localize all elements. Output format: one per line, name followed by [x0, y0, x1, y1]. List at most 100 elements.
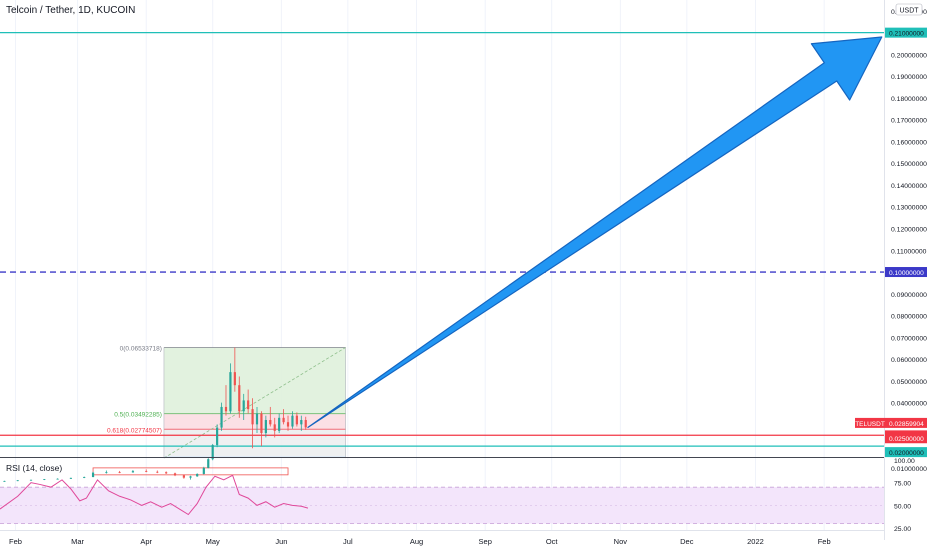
fib-zone-1 [163, 413, 346, 430]
candle-body [83, 477, 86, 478]
forecast-arrow-shape[interactable] [307, 36, 883, 429]
price-tag-bg [885, 27, 927, 38]
fib-level-label: 0.618(0.02774507) [107, 427, 162, 434]
candle-body [291, 415, 294, 427]
candle-body [202, 467, 205, 474]
time-tick-label: Nov [614, 537, 628, 546]
price-tick-label: 0.17000000 [891, 118, 927, 125]
candle-body [278, 417, 281, 431]
axes: 0.220000000.200000000.190000000.18000000… [0, 0, 927, 546]
range-box [92, 467, 289, 476]
candle-body [233, 372, 236, 386]
price-tick-label: 0.01000000 [891, 466, 927, 473]
unit-badge[interactable] [895, 3, 923, 16]
time-tick-label: Feb [818, 537, 831, 546]
grid [15, 0, 825, 530]
candle-body [264, 420, 267, 434]
price-tick-label: 0.16000000 [891, 139, 927, 146]
price-tag-label: 0.02859904 [889, 421, 924, 428]
candle-body [156, 471, 159, 473]
price-tick-label: 0.04000000 [891, 401, 927, 408]
time-tick-label: Dec [680, 537, 694, 546]
price-tick-label: 0.12000000 [891, 227, 927, 234]
candle-body [196, 473, 199, 477]
candle-body [3, 480, 6, 482]
rsi-line [0, 474, 309, 516]
fib-zone-0 [163, 347, 346, 414]
price-tag-label: 0.21000000 [889, 31, 924, 38]
fib-trend-line [163, 347, 346, 459]
price-tick-label: 0.11000000 [891, 248, 927, 255]
candle-body [189, 476, 192, 478]
candle-body [91, 472, 95, 478]
price-labels: 0.210000000.10000000TELUSDT0.0285990406:… [855, 27, 927, 458]
time-tick-label: Mar [71, 537, 84, 546]
forecast-arrow[interactable] [307, 36, 883, 429]
rsi-tick-label: 100.00 [894, 458, 915, 465]
candle-body [216, 427, 219, 446]
unit-label: USDT [899, 8, 919, 15]
symbol-tag: TELUSDT [855, 421, 885, 428]
price-tick-label: 0.20000000 [891, 52, 927, 59]
candle-body [211, 445, 214, 460]
price-tick-label: 0.14000000 [891, 183, 927, 190]
rsi-tick-label: 75.00 [894, 481, 911, 488]
rsi-tick-label: 50.00 [894, 503, 911, 510]
candle-body [251, 409, 254, 425]
time-tick-label: Apr [140, 537, 152, 546]
candle-body [269, 420, 272, 425]
candle-body [220, 406, 223, 428]
price-tag-label: 0.02000000 [889, 450, 924, 457]
candle-body [260, 413, 263, 434]
price-tick-label: 0.07000000 [891, 335, 927, 342]
fib-level-label: 0.5(0.03492285) [114, 412, 162, 419]
price-tag-bg [885, 267, 927, 278]
time-tick-label: May [206, 537, 220, 546]
symbol-tag-bg [855, 417, 885, 428]
time-tick-label: Jun [275, 537, 287, 546]
candle-body [182, 475, 185, 478]
time-tick-label: Feb [9, 537, 22, 546]
candle-body [29, 479, 33, 481]
price-tag-bg [885, 417, 927, 428]
price-tick-label: 0.18000000 [891, 96, 927, 103]
time-tick-label: Aug [410, 537, 423, 546]
candle-body [229, 372, 232, 412]
candle-body [224, 406, 228, 412]
price-tick-label: 0.19000000 [891, 74, 927, 81]
fib-retracement[interactable]: 0(0.06533718) 0.5(0.03492285) 0.618(0.0277… [92, 345, 346, 476]
price-tick-label: 0.13000000 [891, 205, 927, 212]
price-tick-label: 0.09000000 [891, 292, 927, 299]
candle-body [255, 413, 259, 425]
candle-body [105, 472, 108, 474]
candle-body [242, 400, 245, 412]
candle-body [286, 422, 290, 427]
fib-zone-2 [163, 429, 346, 456]
rsi-panel: RSI (14, close) [0, 463, 884, 525]
candle-body [295, 415, 298, 425]
candle-body [300, 420, 303, 425]
horizontal-lines[interactable] [0, 32, 884, 447]
candle-body [16, 480, 19, 482]
candle-body [43, 479, 46, 480]
candle-body [145, 471, 148, 472]
candle-body [238, 385, 241, 412]
candle-body [173, 473, 177, 476]
candle-body [56, 478, 59, 480]
price-tick-label: 0.08000000 [891, 314, 927, 321]
price-tag-label: 0.02500000 [889, 436, 924, 443]
time-tick-label: Jul [343, 537, 353, 546]
candle-body [273, 424, 276, 431]
chart-title: Telcoin / Tether, 1D, KUCOIN [6, 5, 136, 16]
candle-body [247, 400, 250, 410]
price-tick-label: 0.15000000 [891, 161, 927, 168]
candle-body [131, 471, 135, 473]
candle-body [69, 477, 72, 479]
price-tag-bg [885, 447, 927, 458]
rsi-title: RSI (14, close) [6, 463, 62, 473]
time-tick-label: 2022 [747, 537, 764, 546]
time-tick-label: Sep [479, 537, 492, 546]
